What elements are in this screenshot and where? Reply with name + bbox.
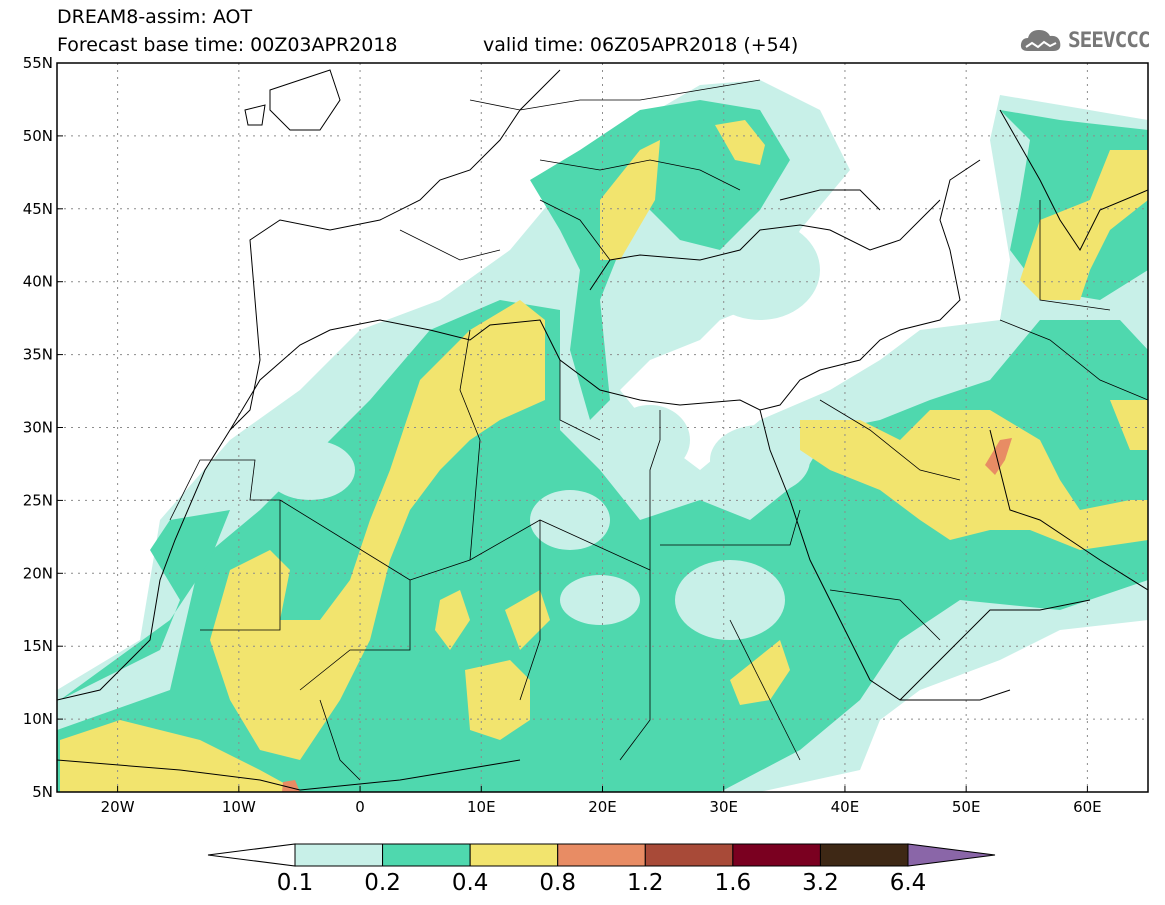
lat-tick-label: 10N bbox=[23, 710, 53, 728]
lat-tick-label: 40N bbox=[23, 273, 53, 291]
valid-time: valid time: 06Z05APR2018 (+54) bbox=[483, 34, 799, 56]
axis-ticks: 55N 50N 45N 40N 35N 30N 25N 20N 15N 10N 5N 20W 10W 0 1… bbox=[23, 54, 1102, 816]
colorbar-label: 3.2 bbox=[802, 870, 839, 896]
lon-tick-label: 20E bbox=[588, 798, 617, 816]
lat-tick-label: 50N bbox=[23, 127, 53, 145]
logo-text: SEEVCCC bbox=[1068, 28, 1151, 52]
colorbar-swatch bbox=[382, 843, 471, 867]
colorbar-label: 0.8 bbox=[539, 870, 576, 896]
colorbar-label: 0.1 bbox=[276, 870, 314, 896]
colorbar bbox=[207, 843, 996, 867]
colorbar-label: 1.2 bbox=[626, 870, 664, 896]
lon-tick-label: 50E bbox=[952, 798, 981, 816]
lat-tick-label: 20N bbox=[23, 564, 53, 582]
colorbar-swatch bbox=[732, 843, 821, 867]
lat-tick-label: 55N bbox=[23, 54, 53, 72]
aot-gaps bbox=[265, 405, 810, 640]
colorbar-label: 6.4 bbox=[889, 870, 927, 896]
colorbar-label: 1.6 bbox=[714, 870, 752, 896]
colorbar-swatch bbox=[644, 843, 734, 867]
lon-tick-label: 30E bbox=[709, 798, 738, 816]
lat-tick-label: 5N bbox=[32, 783, 53, 801]
colorbar-max-arrow bbox=[907, 843, 996, 867]
lon-tick-label: 10W bbox=[222, 798, 256, 816]
lat-tick-label: 25N bbox=[23, 491, 53, 509]
colorbar-swatch bbox=[819, 843, 909, 867]
lat-tick-label: 15N bbox=[23, 637, 53, 655]
graticule bbox=[57, 63, 1148, 792]
seevccc-logo: SEEVCCC bbox=[1018, 22, 1151, 58]
forecast-base-time: Forecast base time: 00Z03APR2018 bbox=[57, 34, 398, 56]
lat-tick-label: 45N bbox=[23, 200, 53, 218]
colorbar-label: 0.4 bbox=[451, 870, 489, 896]
coastlines bbox=[57, 69, 1148, 791]
lon-tick-label: 40E bbox=[831, 798, 860, 816]
chart-title: DREAM8-assim: AOT bbox=[57, 6, 253, 28]
aot-level-0.4 bbox=[60, 120, 1148, 792]
lat-tick-label: 35N bbox=[23, 346, 53, 364]
lon-tick-label: 60E bbox=[1073, 798, 1102, 816]
lon-tick-label: 10E bbox=[467, 798, 496, 816]
colorbar-label: 0.2 bbox=[364, 870, 401, 896]
colorbar-min-arrow bbox=[207, 843, 296, 867]
cloud-icon bbox=[1020, 30, 1061, 51]
aot-field bbox=[57, 63, 1148, 792]
colorbar-swatch bbox=[294, 843, 384, 867]
borders bbox=[169, 79, 1148, 781]
lon-tick-label: 0 bbox=[355, 798, 365, 816]
colorbar-swatch bbox=[557, 843, 646, 867]
lat-tick-label: 30N bbox=[23, 419, 53, 437]
lon-tick-label: 20W bbox=[101, 798, 135, 816]
colorbar-swatch bbox=[469, 843, 559, 867]
